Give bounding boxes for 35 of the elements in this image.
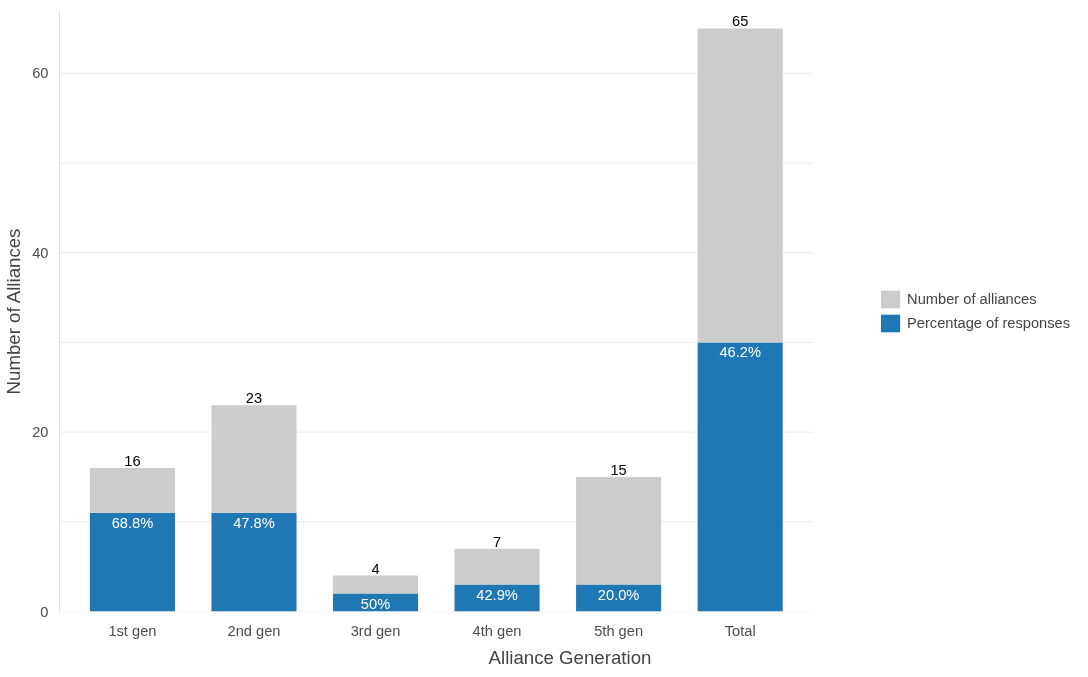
bar xyxy=(211,405,297,513)
y-tick-label: 0 xyxy=(40,603,49,620)
annotation: 42.9% xyxy=(476,586,518,603)
y-tick-label: 60 xyxy=(32,65,49,82)
y-tick-label: 40 xyxy=(32,244,49,261)
bar xyxy=(697,28,783,343)
total-label: 65 xyxy=(732,13,749,30)
bar xyxy=(89,512,175,612)
y-axis-title: Number of Alliances xyxy=(3,228,25,395)
bar xyxy=(89,467,175,513)
x-tick-label: Total xyxy=(724,622,756,639)
x-axis-title: Alliance Generation xyxy=(488,646,652,668)
x-tick-label: 3rd gen xyxy=(350,622,401,639)
annotation: 68.8% xyxy=(111,514,154,531)
legend-label: Percentage of responses xyxy=(907,314,1070,331)
x-tick-label: 4th gen xyxy=(472,622,522,639)
y-tick-label: 20 xyxy=(32,424,49,441)
annotation: 46.2% xyxy=(719,344,761,361)
total-label: 23 xyxy=(245,390,263,407)
annotation: 50% xyxy=(360,595,391,612)
bar xyxy=(697,342,783,612)
x-tick-label: 2nd gen xyxy=(227,622,281,639)
bar xyxy=(211,512,297,612)
annotation: 47.8% xyxy=(233,514,275,531)
bar xyxy=(332,575,419,594)
bar xyxy=(454,548,540,585)
bar xyxy=(576,476,662,585)
annotation: 20.0% xyxy=(597,586,640,603)
total-label: 4 xyxy=(371,560,380,577)
total-label: 16 xyxy=(124,452,141,469)
legend-label: Number of alliances xyxy=(907,290,1037,307)
x-tick-label: 5th gen xyxy=(594,622,644,639)
x-tick-label: 1st gen xyxy=(108,622,157,639)
total-label: 7 xyxy=(493,533,502,550)
total-label: 15 xyxy=(610,461,627,478)
